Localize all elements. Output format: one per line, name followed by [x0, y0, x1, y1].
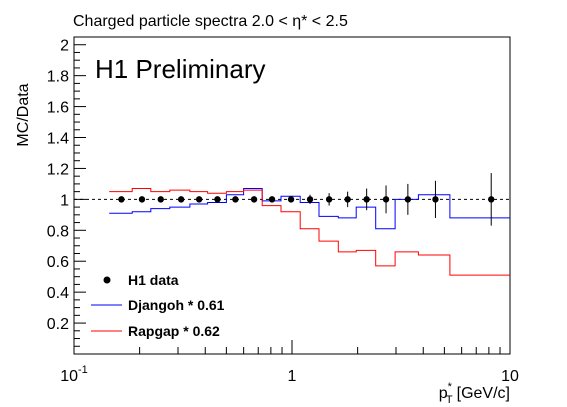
data-marker [118, 196, 125, 203]
data-point [138, 196, 146, 203]
data-marker [287, 196, 295, 203]
data-point [118, 196, 125, 203]
data-point [214, 196, 221, 203]
data-marker [268, 196, 276, 203]
data-marker [138, 196, 146, 203]
data-point [177, 196, 185, 203]
x-tick-label: 10-1 [60, 364, 88, 385]
legend: H1 data Djangoh * 0.61 Rapgap * 0.62 [91, 272, 225, 339]
y-tick-label: 0.8 [47, 223, 69, 240]
legend-label: H1 data [128, 272, 179, 288]
data-point [404, 183, 412, 215]
data-point [488, 173, 495, 226]
data-marker [344, 196, 351, 203]
legend-label: Rapgap * 0.62 [128, 323, 220, 339]
legend-item: H1 data [103, 272, 179, 288]
data-point [287, 196, 295, 203]
data-point [363, 188, 370, 211]
data-marker [404, 196, 412, 203]
x-axis-title-main: p [439, 385, 448, 402]
y-tick-label: 1 [60, 192, 69, 209]
x-axis-title-unit: [GeV/c] [457, 385, 510, 402]
x-tick-label-exponent: -1 [78, 364, 88, 376]
legend-item: Djangoh * 0.61 [91, 297, 225, 313]
x-tick-label-base: 10 [501, 368, 519, 385]
legend-item: Rapgap * 0.62 [91, 323, 220, 339]
data-point [382, 185, 390, 214]
data-marker [250, 196, 258, 203]
chart-title: Charged particle spectra 2.0 < η* < 2.5 [73, 13, 348, 30]
data-point [268, 196, 276, 203]
data-marker [214, 196, 221, 203]
y-tick-label: 1.8 [47, 69, 69, 86]
x-tick-label-base: 1 [288, 368, 297, 385]
series-line [109, 188, 510, 276]
data-point [157, 196, 164, 203]
data-marker [306, 196, 314, 203]
data-point [232, 196, 239, 203]
y-tick-label: 0.4 [47, 285, 69, 302]
data-marker [177, 196, 185, 203]
data-marker [382, 196, 390, 203]
y-tick-label: 1.4 [47, 131, 69, 148]
y-axis: 0.2 0.4 0.6 0.8 1 1.2 1.4 1.6 1.8 2 [47, 38, 86, 347]
data-marker [432, 196, 439, 203]
data-marker [363, 196, 370, 203]
series-line [109, 188, 510, 230]
x-axis-title-sub: T [446, 394, 453, 406]
data-marker [488, 196, 495, 203]
series-layer [74, 173, 510, 276]
data-marker [232, 196, 239, 203]
data-point [250, 196, 258, 203]
data-marker [325, 196, 333, 203]
data-point [195, 196, 203, 203]
y-tick-label: 1.2 [47, 161, 69, 178]
y-tick-label: 1.6 [47, 100, 69, 117]
x-tick-label: 10 [501, 368, 519, 385]
data-point [432, 180, 439, 218]
x-axis-title: p* T [GeV/c] [439, 381, 510, 406]
preliminary-label: H1 Preliminary [95, 54, 266, 84]
x-tick-label: 1 [288, 368, 297, 385]
x-axis: 10-1 1 10 [60, 340, 519, 385]
x-tick-label-base: 10 [60, 368, 78, 385]
data-point [344, 191, 351, 208]
y-tick-label: 0.6 [47, 254, 69, 271]
legend-marker [103, 276, 111, 284]
legend-label: Djangoh * 0.61 [128, 297, 225, 313]
data-marker [195, 196, 203, 203]
y-tick-label: 2 [60, 38, 69, 55]
y-axis-title: MC/Data [15, 83, 32, 146]
data-point [306, 194, 314, 205]
y-tick-label: 0.2 [47, 316, 69, 333]
x-axis-title-sup: * [448, 381, 453, 393]
data-point [325, 193, 333, 206]
data-marker [157, 196, 164, 203]
